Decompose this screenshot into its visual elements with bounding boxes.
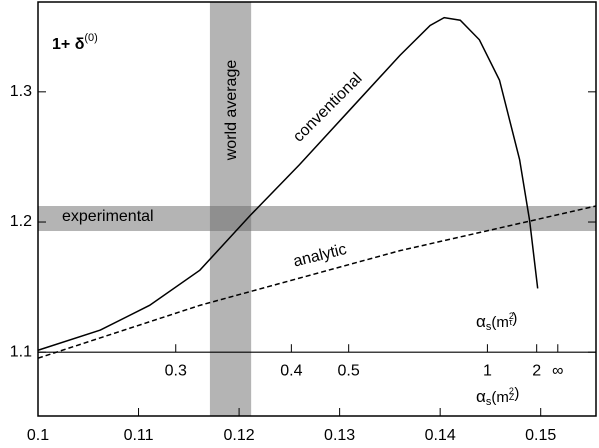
x2-axis-label: αs(m2 τ) [476, 310, 517, 333]
x2-tick-label: 0.5 [338, 362, 360, 379]
x-tick-label: 0.13 [324, 427, 355, 444]
chart-title: 1+ δ(0) [52, 32, 98, 53]
x2-axis-label-part: s [486, 321, 492, 333]
curve [37, 205, 597, 359]
x-tick-label: 0.1 [27, 427, 49, 444]
x2-tick-label: 0.3 [165, 362, 187, 379]
title-part: (0) [84, 32, 97, 44]
x-tick-label: 0.11 [124, 427, 154, 444]
annotation: analytic [292, 241, 349, 271]
x2-axis-label-part: (m [491, 314, 509, 331]
plot-frame [37, 1, 597, 417]
x-tick-label: 0.14 [425, 427, 456, 444]
x2-tick-label: ∞ [552, 362, 563, 379]
x2-tick-label: 0.4 [280, 362, 302, 379]
x-axis-label-part: ) [514, 385, 519, 402]
x-tick-label: 0.12 [224, 427, 255, 444]
x2-axis-label-part: τ [509, 317, 513, 327]
curve [37, 16, 539, 351]
y-tick-label: 1.1 [10, 343, 32, 360]
annotation: world average [223, 60, 240, 162]
title-part: 1+ δ [52, 36, 85, 53]
x-tick-label: 0.15 [525, 427, 556, 444]
x-axis-label-part: (m [491, 389, 509, 406]
x-axis-label-part: 2 [509, 386, 514, 396]
x2-axis-label-part: 2 [509, 311, 514, 321]
x2-axis-label-part: α [476, 312, 486, 331]
x-axis-label-part: s [486, 396, 492, 408]
annotation: experimental [62, 208, 154, 225]
x2-tick-label: 2 [532, 362, 541, 379]
x2-axis-label-part: ) [512, 310, 517, 327]
x-axis-label-part: Z [509, 392, 515, 402]
x-axis-label: αs(m2 Z) [476, 385, 519, 408]
x-axis-label-part: α [476, 387, 486, 406]
y-tick-label: 1.3 [10, 83, 32, 100]
y-tick-label: 1.2 [10, 213, 32, 230]
x2-tick-label: 1 [483, 362, 492, 379]
